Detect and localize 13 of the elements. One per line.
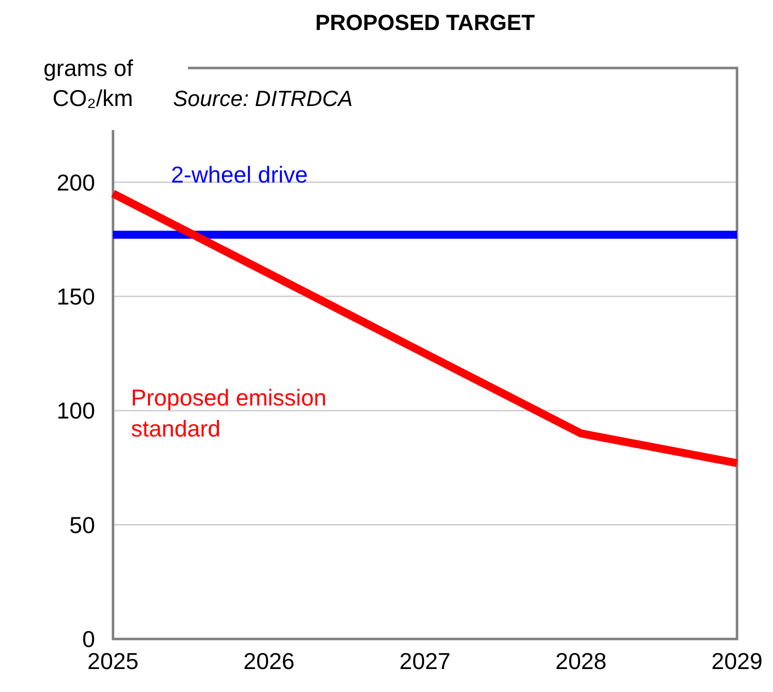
x-tick-label: 2029 [711,648,763,674]
y-axis-title: grams of CO₂/km [44,55,134,111]
y-tick-label: 150 [56,283,95,310]
chart-title: PROPOSED TARGET [315,10,536,35]
y-tick-label: 100 [56,398,95,424]
x-tick-label: 2027 [399,648,451,674]
annotation: Source: DITRDCA [173,86,353,111]
x-tick-label: 2026 [243,648,295,674]
text: 2-wheel drive [171,162,308,188]
y-tick-label: 200 [56,169,95,196]
x-tick-label: 2028 [555,648,607,674]
y-tick-label: 50 [69,512,95,538]
text: Proposed emission standard [131,384,327,442]
